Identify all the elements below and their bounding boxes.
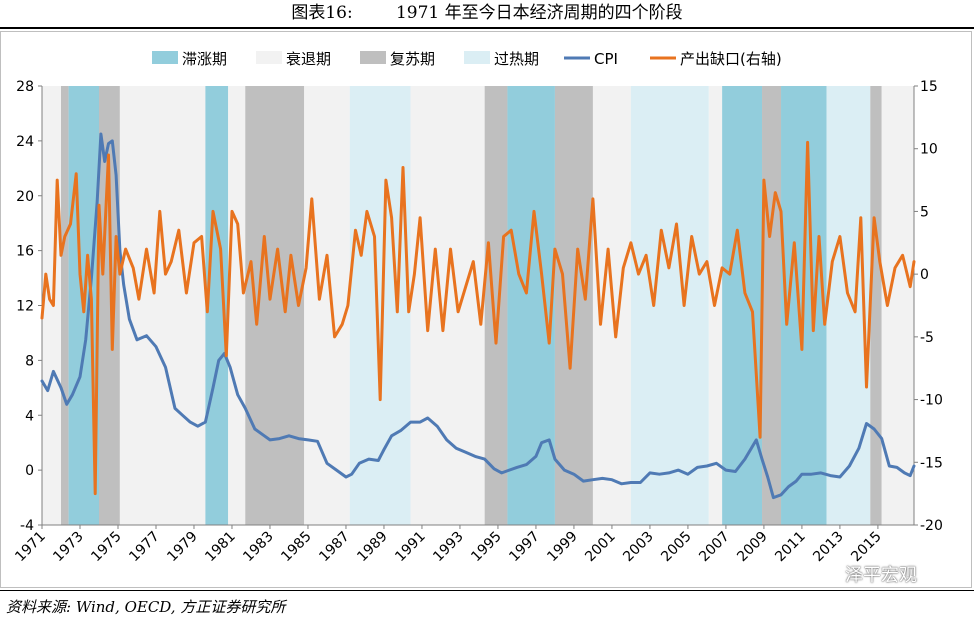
phase-band-overheat (630, 86, 709, 525)
x-tick-label: 1979 (164, 529, 201, 566)
phase-band-recession (42, 86, 61, 525)
x-tick-label: 1987 (316, 529, 353, 566)
x-tick-label: 2015 (848, 529, 885, 566)
left-tick-label: 8 (25, 353, 34, 369)
legend: 滞涨期 衰退期 复苏期 过热期 CPI 产出缺口(右轴) (152, 50, 782, 68)
right-tick-label: 10 (920, 142, 938, 158)
legend-label-recovery: 复苏期 (390, 50, 435, 68)
x-tick-label: 1991 (392, 529, 429, 566)
right-tick-label: -10 (920, 393, 943, 409)
series-lines (40, 132, 916, 500)
left-tick-label: 24 (16, 134, 34, 150)
x-tick-label: 1989 (354, 529, 391, 566)
phase-band-recession (228, 86, 246, 525)
right-tick-label: 5 (920, 204, 929, 220)
x-tick-label: 1981 (202, 529, 239, 566)
watermark: 泽平宏观 (815, 561, 917, 587)
right-tick-label: 15 (920, 79, 938, 95)
x-tick-label: 2001 (582, 529, 619, 566)
x-tick-label: 1999 (544, 529, 581, 566)
x-tick-label: 2007 (696, 529, 733, 566)
phase-band-recovery (60, 86, 69, 525)
output-gap-series-line (40, 140, 916, 496)
left-tick-label: -4 (20, 518, 34, 534)
left-tick-label: 20 (16, 189, 34, 205)
phase-band-stagflation (507, 86, 555, 525)
right-tick-label: 0 (920, 267, 929, 283)
x-tick-label: 2005 (658, 529, 695, 566)
phase-band-recession (410, 86, 485, 525)
phase-band-stagflation (205, 86, 229, 525)
phase-band-recovery (484, 86, 508, 525)
cpi-series-line (40, 132, 916, 500)
left-tick-label: 0 (25, 463, 34, 479)
x-tick-label: 1995 (468, 529, 505, 566)
chart-frame (0, 31, 972, 588)
phase-band-recession (304, 86, 350, 525)
legend-label-cpi: CPI (594, 50, 618, 68)
figure-title: 图表16: 1971 年至今日本经济周期的四个阶段 (291, 3, 683, 23)
watermark-text: 泽平宏观 (845, 565, 917, 586)
phase-band-stagflation (722, 86, 763, 525)
wechat-icon (815, 564, 839, 584)
x-tick-label: 1993 (430, 529, 467, 566)
x-tick-label: 2011 (772, 529, 809, 566)
phase-band-recession (119, 86, 206, 525)
right-tick-label: -20 (920, 518, 943, 534)
legend-swatch-recovery (360, 51, 386, 64)
legend-label-overheat: 过热期 (494, 50, 539, 68)
x-tick-label: 2003 (620, 529, 657, 566)
phase-band-recovery (98, 86, 120, 525)
legend-swatch-stagflation (152, 51, 178, 64)
x-tick-label: 2013 (810, 529, 847, 566)
x-tick-label: 1973 (50, 529, 87, 566)
x-tick-label: 1985 (278, 529, 315, 566)
left-tick-label: 28 (16, 79, 34, 95)
right-tick-label: -5 (920, 330, 934, 346)
left-tick-label: 4 (25, 408, 34, 424)
legend-label-output_gap: 产出缺口(右轴) (680, 50, 782, 68)
legend-label-stagflation: 滞涨期 (182, 50, 227, 68)
phase-band-overheat (349, 86, 411, 525)
left-tick-label: 16 (16, 244, 34, 260)
x-tick-label: 1975 (88, 529, 125, 566)
source-note: 资料来源: Wind, OECD, 方正证券研究所 (6, 598, 286, 616)
right-tick-label: -15 (920, 455, 943, 471)
x-tick-label: 2009 (734, 529, 771, 566)
source-rule (0, 590, 974, 591)
x-tick-label: 1997 (506, 529, 543, 566)
x-tick-label: 1977 (126, 529, 163, 566)
phase-band-recovery (870, 86, 882, 525)
legend-label-recession: 衰退期 (286, 50, 331, 68)
title-rule (0, 27, 974, 29)
phase-band-recovery (762, 86, 782, 525)
legend-swatch-overheat (464, 51, 490, 64)
left-tick-label: 12 (16, 299, 34, 315)
x-tick-label: 1983 (240, 529, 277, 566)
legend-swatch-recession (256, 51, 282, 64)
